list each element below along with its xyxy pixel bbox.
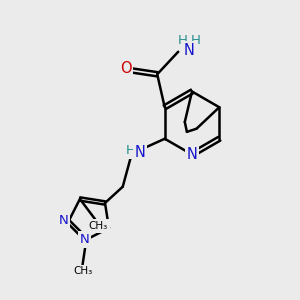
- Text: O: O: [120, 61, 131, 76]
- Text: H: H: [190, 34, 200, 47]
- Text: N: N: [80, 233, 90, 246]
- Text: N: N: [59, 214, 69, 226]
- Text: N: N: [187, 147, 197, 162]
- Text: H: H: [178, 34, 188, 47]
- Text: N: N: [184, 43, 194, 58]
- Text: H: H: [125, 144, 135, 157]
- Text: N: N: [135, 145, 146, 160]
- Text: CH₃: CH₃: [73, 266, 92, 276]
- Text: CH₃: CH₃: [88, 221, 108, 231]
